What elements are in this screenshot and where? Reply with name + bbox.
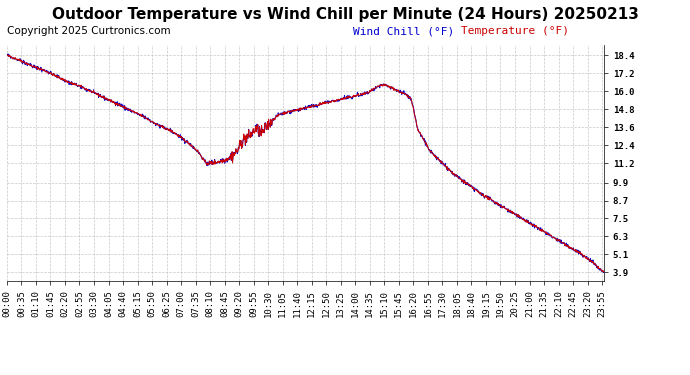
Text: Wind Chill (°F): Wind Chill (°F) [353,26,454,36]
Text: Temperature (°F): Temperature (°F) [460,26,569,36]
Text: Copyright 2025 Curtronics.com: Copyright 2025 Curtronics.com [7,26,170,36]
Text: Outdoor Temperature vs Wind Chill per Minute (24 Hours) 20250213: Outdoor Temperature vs Wind Chill per Mi… [52,8,638,22]
